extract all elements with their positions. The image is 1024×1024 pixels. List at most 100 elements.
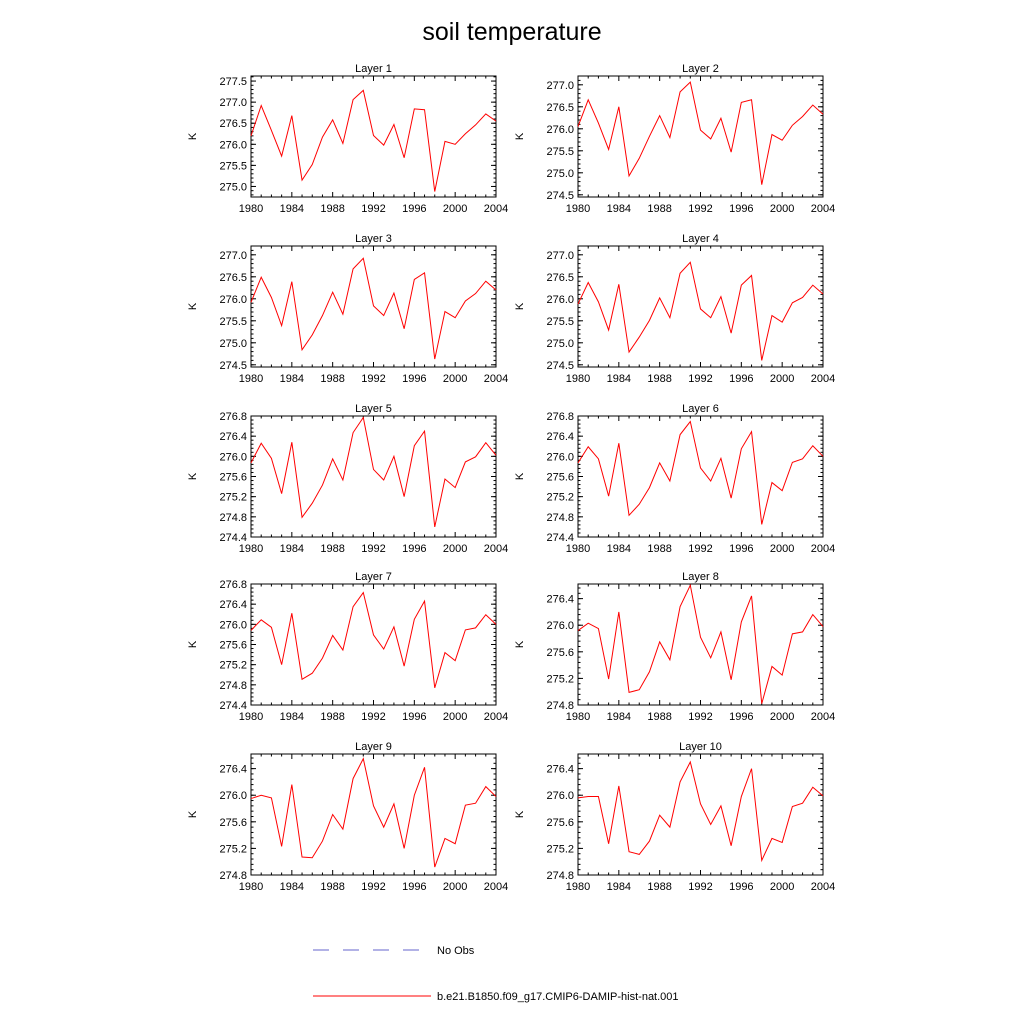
x-tick-label: 1988 — [647, 711, 671, 723]
y-tick-label: 274.5 — [546, 360, 574, 372]
y-axis-label: K — [187, 132, 199, 140]
y-tick-label: 274.5 — [219, 360, 247, 372]
y-tick-label: 274.8 — [546, 700, 574, 712]
x-tick-label: 1984 — [280, 373, 304, 385]
x-tick-label: 2004 — [811, 881, 835, 893]
x-tick-label: 1996 — [402, 711, 426, 723]
y-tick-label: 276.0 — [546, 294, 574, 306]
plot-frame — [577, 75, 824, 198]
y-tick-label: 274.8 — [546, 870, 574, 882]
x-tick-label: 1996 — [402, 373, 426, 385]
y-tick-label: 276.0 — [546, 451, 574, 463]
x-tick-label: 1992 — [688, 881, 712, 893]
y-axis-label: K — [187, 640, 199, 648]
x-tick-label: 2000 — [443, 711, 467, 723]
x-tick-label: 1984 — [607, 543, 631, 555]
y-tick-label: 275.5 — [546, 146, 574, 158]
legend-run-label: b.e21.B1850.f09_g17.CMIP6-DAMIP-hist-nat… — [437, 991, 679, 1003]
y-tick-label: 276.8 — [219, 579, 247, 591]
y-tick-label: 275.2 — [219, 660, 247, 672]
series-line — [250, 89, 497, 192]
y-tick-label: 275.2 — [546, 492, 574, 504]
panel-layer-5: Layer 5 K 1980 1984 1988 1992 1996 2000 2004 274.… — [187, 403, 508, 555]
x-tick-label: 1996 — [402, 881, 426, 893]
panel-layer-7: Layer 7 K 1980 1984 1988 1992 1996 2000 2004 274.… — [187, 571, 508, 723]
x-tick-label: 2000 — [443, 373, 467, 385]
x-tick-label: 2000 — [770, 881, 794, 893]
x-tick-label: 2004 — [484, 881, 508, 893]
x-tick-label: 1996 — [729, 203, 753, 215]
x-tick-label: 1980 — [239, 203, 263, 215]
x-tick-label: 2000 — [770, 203, 794, 215]
y-tick-label: 276.5 — [219, 118, 247, 130]
panel-layer-1: Layer 1 K 1980 1984 1988 1992 1996 2000 2004 275.… — [187, 63, 508, 215]
y-tick-label: 276.0 — [219, 619, 247, 631]
y-tick-label: 275.2 — [546, 843, 574, 855]
y-axis-label: K — [514, 472, 526, 480]
x-tick-label: 2004 — [484, 543, 508, 555]
y-tick-label: 276.4 — [546, 764, 574, 776]
series-line — [250, 591, 497, 688]
figure-title: soil temperature — [422, 18, 601, 46]
y-tick-label: 274.5 — [546, 190, 574, 202]
y-tick-label: 274.8 — [219, 680, 247, 692]
y-tick-label: 276.8 — [219, 411, 247, 423]
x-tick-label: 1988 — [647, 373, 671, 385]
y-tick-label: 276.8 — [546, 411, 574, 423]
y-axis-label: K — [187, 472, 199, 480]
series-line — [577, 261, 824, 361]
x-tick-label: 1992 — [361, 881, 385, 893]
panel-title: Layer 1 — [355, 63, 392, 75]
y-axis-label: K — [514, 132, 526, 140]
series-line — [250, 757, 497, 868]
y-tick-label: 275.6 — [546, 472, 574, 484]
x-tick-label: 1992 — [688, 203, 712, 215]
panel-title: Layer 2 — [682, 63, 719, 75]
x-tick-label: 1980 — [239, 543, 263, 555]
y-tick-label: 274.8 — [546, 512, 574, 524]
panel-layer-4: Layer 4 K 1980 1984 1988 1992 1996 2000 2004 274.… — [514, 233, 835, 385]
x-tick-label: 2004 — [484, 711, 508, 723]
y-tick-label: 275.0 — [546, 338, 574, 350]
x-tick-label: 1988 — [320, 203, 344, 215]
x-tick-label: 1996 — [729, 373, 753, 385]
x-tick-label: 1984 — [607, 203, 631, 215]
x-tick-label: 1980 — [239, 373, 263, 385]
x-tick-label: 1980 — [566, 373, 590, 385]
x-tick-label: 2004 — [811, 373, 835, 385]
y-tick-label: 274.4 — [219, 532, 247, 544]
y-tick-label: 276.4 — [219, 764, 247, 776]
series-line — [577, 760, 824, 863]
x-tick-label: 1996 — [402, 543, 426, 555]
x-tick-label: 2004 — [811, 543, 835, 555]
x-tick-label: 1984 — [280, 203, 304, 215]
panel-layer-2: Layer 2 K 1980 1984 1988 1992 1996 2000 2004 274.… — [514, 63, 835, 215]
panel-title: Layer 5 — [355, 403, 392, 415]
y-tick-label: 275.0 — [219, 338, 247, 350]
x-tick-label: 2004 — [484, 373, 508, 385]
x-tick-label: 1988 — [647, 543, 671, 555]
series-line — [250, 416, 497, 528]
x-tick-label: 2000 — [770, 543, 794, 555]
y-tick-label: 275.2 — [546, 673, 574, 685]
x-tick-label: 2004 — [484, 203, 508, 215]
x-tick-label: 1980 — [239, 711, 263, 723]
y-tick-label: 275.5 — [219, 160, 247, 172]
y-tick-label: 276.4 — [219, 431, 247, 443]
x-tick-label: 1980 — [239, 881, 263, 893]
x-tick-label: 1984 — [280, 711, 304, 723]
y-tick-label: 275.5 — [219, 316, 247, 328]
panel-layer-10: Layer 10 K 1980 1984 1988 1992 1996 2000 2004 274… — [514, 741, 835, 893]
y-tick-label: 277.0 — [546, 80, 574, 92]
panel-layer-8: Layer 8 K 1980 1984 1988 1992 1996 2000 2004 274.… — [514, 571, 835, 723]
panel-title: Layer 3 — [355, 233, 392, 245]
y-tick-label: 276.0 — [219, 451, 247, 463]
x-tick-label: 1996 — [729, 543, 753, 555]
panel-title: Layer 4 — [682, 233, 719, 245]
panel-title: Layer 8 — [682, 571, 719, 583]
x-tick-label: 1992 — [688, 373, 712, 385]
x-tick-label: 1980 — [566, 203, 590, 215]
legend: No Obs b.e21.B1850.f09_g17.CMIP6-DAMIP-h… — [313, 945, 679, 1003]
y-tick-label: 276.0 — [219, 139, 247, 151]
series-line — [577, 420, 824, 525]
